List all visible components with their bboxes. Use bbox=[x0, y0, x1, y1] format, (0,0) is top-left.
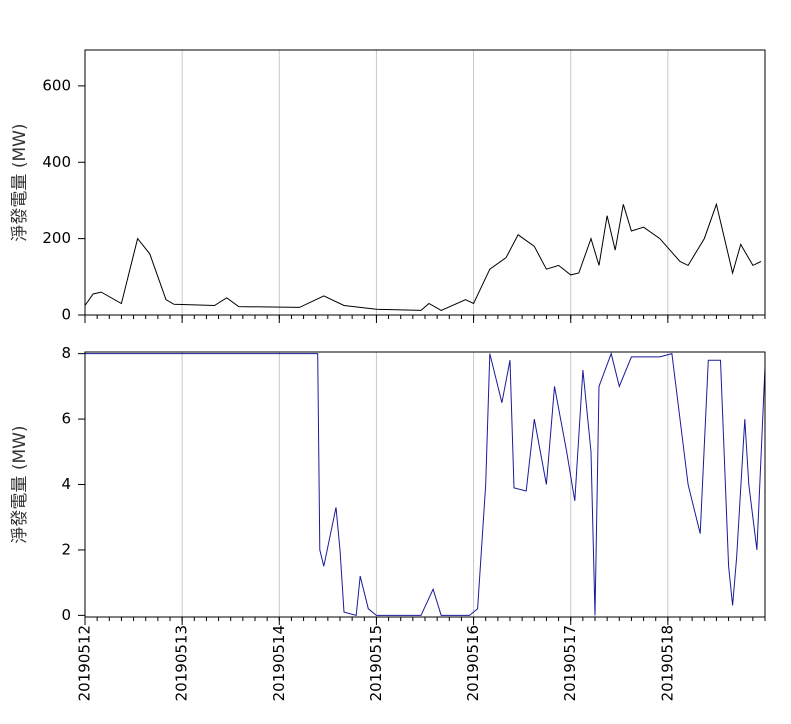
x-tick-label: 20190514 bbox=[270, 625, 288, 701]
x-tick-label: 20190513 bbox=[173, 625, 191, 701]
y-tick-label: 0 bbox=[61, 306, 71, 324]
x-tick-label: 20190517 bbox=[561, 625, 579, 701]
y-tick-label: 2 bbox=[61, 540, 71, 558]
y-axis-label: 淨發電量 (MW) bbox=[10, 123, 30, 241]
plot-frame bbox=[84, 49, 766, 316]
y-tick-label: 8 bbox=[61, 344, 71, 362]
y-tick-label: 0 bbox=[61, 606, 71, 624]
x-tick-label: 20190512 bbox=[76, 625, 94, 701]
y-axis-label: 淨發電量 (MW) bbox=[10, 425, 30, 543]
data-line bbox=[84, 202, 762, 311]
x-tick-label: 20190515 bbox=[367, 625, 385, 701]
y-tick-label: 6 bbox=[61, 410, 71, 428]
y-tick-label: 200 bbox=[42, 229, 71, 247]
x-tick-label: 20190516 bbox=[464, 625, 482, 701]
x-tick-label: 20190518 bbox=[658, 625, 676, 701]
y-tick-label: 4 bbox=[61, 475, 71, 493]
plot-frame bbox=[84, 351, 766, 618]
data-line bbox=[85, 351, 766, 617]
y-tick-label: 400 bbox=[42, 153, 71, 171]
y-tick-label: 600 bbox=[42, 76, 71, 94]
